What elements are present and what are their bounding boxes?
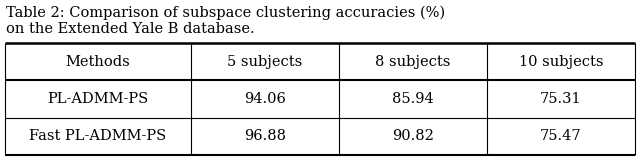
Text: on the Extended Yale B database.: on the Extended Yale B database.: [6, 22, 255, 36]
Text: Fast PL-ADMM-PS: Fast PL-ADMM-PS: [29, 129, 166, 143]
Text: Methods: Methods: [65, 55, 131, 69]
Text: 5 subjects: 5 subjects: [227, 55, 303, 69]
Text: 75.47: 75.47: [540, 129, 582, 143]
Text: 10 subjects: 10 subjects: [519, 55, 604, 69]
Text: 8 subjects: 8 subjects: [375, 55, 451, 69]
Text: 85.94: 85.94: [392, 92, 434, 106]
Text: 94.06: 94.06: [244, 92, 286, 106]
Text: 90.82: 90.82: [392, 129, 434, 143]
Text: 75.31: 75.31: [540, 92, 582, 106]
Text: Table 2: Comparison of subspace clustering accuracies (%): Table 2: Comparison of subspace clusteri…: [6, 6, 445, 20]
Text: PL-ADMM-PS: PL-ADMM-PS: [47, 92, 148, 106]
Text: 96.88: 96.88: [244, 129, 286, 143]
